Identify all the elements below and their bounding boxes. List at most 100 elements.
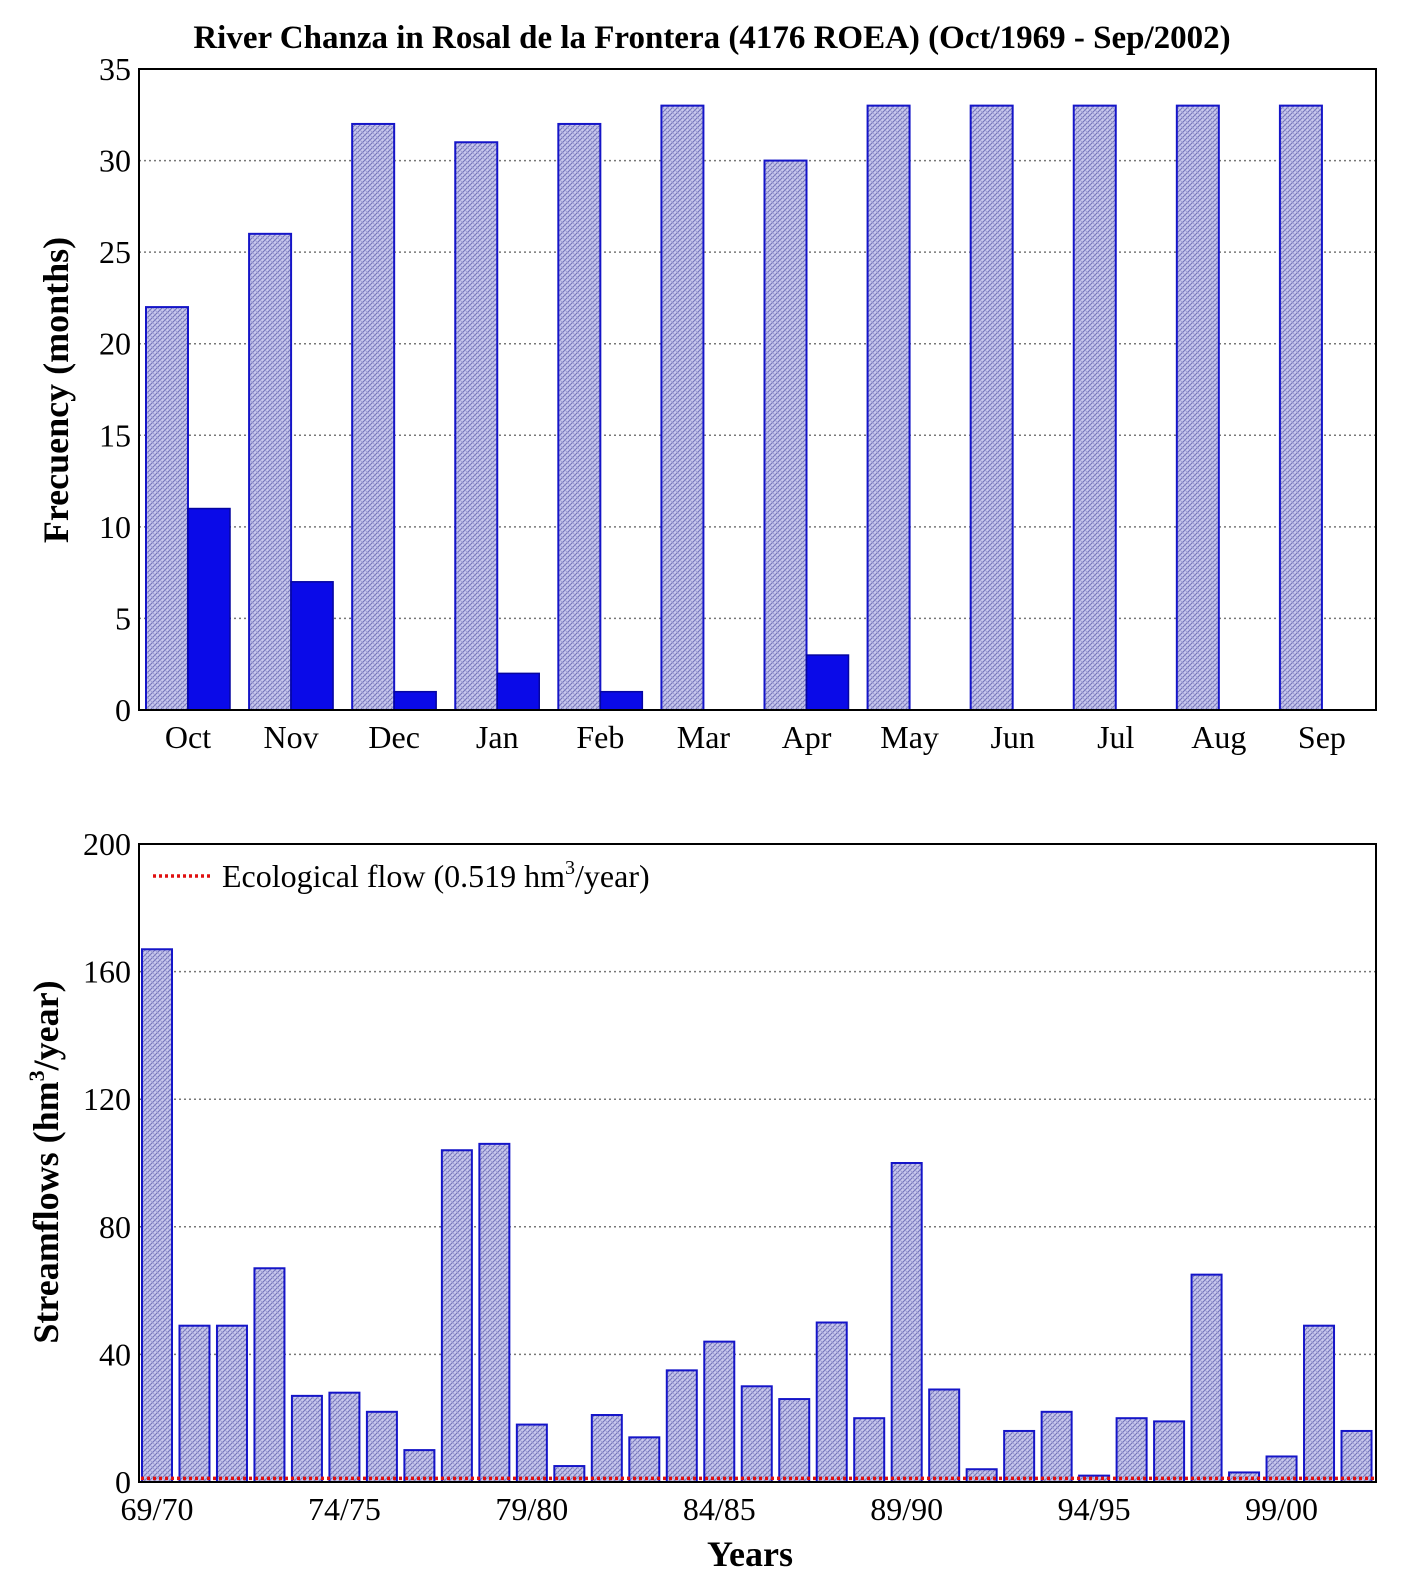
bar-90-91 bbox=[928, 1388, 961, 1483]
bar-71-72 bbox=[215, 1324, 248, 1483]
bottom-x-tick-labels: 69/70 74/75 79/80 84/85 89/90 94/95 99/00 bbox=[121, 1491, 1318, 1527]
top-y-tick: 30 bbox=[99, 143, 131, 179]
bottom-y-tick: 160 bbox=[83, 954, 131, 990]
top-y-tick: 25 bbox=[99, 234, 131, 270]
top-y-tick: 0 bbox=[115, 692, 131, 728]
bar-oct-solid bbox=[187, 507, 231, 711]
bottom-y-tick: 120 bbox=[83, 1081, 131, 1117]
chart-title: River Chanza in Rosal de la Frontera (41… bbox=[193, 20, 1230, 56]
top-x-tick: Dec bbox=[368, 719, 420, 755]
bar-93-94 bbox=[1040, 1410, 1073, 1483]
bar-81-82 bbox=[590, 1414, 623, 1484]
bottom-y-label-tail: /year) bbox=[26, 980, 66, 1071]
bottom-x-tick: 84/85 bbox=[683, 1491, 756, 1527]
bar-82-83 bbox=[628, 1436, 661, 1483]
bar-apr-solid bbox=[805, 654, 850, 711]
top-x-tick: Feb bbox=[576, 719, 624, 755]
bar-74-75 bbox=[328, 1391, 361, 1484]
bar-sep-hatched bbox=[1278, 104, 1323, 711]
top-y-axis-label: Frecuency (months) bbox=[36, 237, 76, 543]
bar-92-93 bbox=[1003, 1429, 1036, 1483]
top-x-tick: Jan bbox=[476, 719, 519, 755]
bar-78-79 bbox=[478, 1142, 511, 1483]
bar-86-87 bbox=[778, 1398, 811, 1484]
bar-00-01 bbox=[1303, 1324, 1336, 1483]
top-y-tick: 20 bbox=[99, 326, 131, 362]
bar-nov-hatched bbox=[248, 232, 293, 711]
bottom-x-tick: 79/80 bbox=[495, 1491, 568, 1527]
bar-dec-hatched bbox=[351, 122, 396, 711]
top-x-tick: Jul bbox=[1097, 719, 1134, 755]
top-x-tick: Apr bbox=[782, 719, 832, 755]
bar-jul-hatched bbox=[1072, 104, 1117, 711]
bar-jun-hatched bbox=[969, 104, 1014, 711]
bar-jan-solid bbox=[496, 672, 540, 711]
top-y-tick: 5 bbox=[115, 600, 131, 636]
bar-83-84 bbox=[665, 1369, 698, 1483]
bottom-y-tick: 0 bbox=[115, 1464, 131, 1500]
bar-87-88 bbox=[815, 1321, 848, 1483]
bar-apr-hatched bbox=[763, 159, 808, 712]
frequency-chart: River Chanza in Rosal de la Frontera (41… bbox=[36, 20, 1377, 755]
bar-89-90 bbox=[890, 1162, 923, 1483]
legend-label-sup: 3 bbox=[565, 857, 575, 879]
bar-01-02 bbox=[1340, 1429, 1373, 1483]
bar-feb-solid bbox=[599, 690, 644, 711]
bar-69-70 bbox=[141, 948, 173, 1483]
bottom-gridlines bbox=[139, 970, 1376, 1356]
top-plot-frame bbox=[138, 68, 1377, 711]
legend: Ecological flow (0.519 hm3/year) bbox=[153, 857, 650, 894]
legend-label-tail: /year) bbox=[575, 858, 650, 894]
bar-may-hatched bbox=[866, 104, 911, 711]
top-y-tick: 15 bbox=[99, 417, 131, 453]
bar-oct-hatched bbox=[145, 306, 189, 711]
bar-72-73 bbox=[253, 1267, 286, 1484]
top-x-tick: Mar bbox=[677, 719, 731, 755]
bottom-x-tick: 99/00 bbox=[1245, 1491, 1318, 1527]
bar-97-98 bbox=[1190, 1273, 1223, 1484]
bar-84-85 bbox=[703, 1340, 736, 1484]
bottom-x-tick: 74/75 bbox=[308, 1491, 381, 1527]
streamflow-chart: 0 40 80 120 160 200 69/70 74/75 79/80 84/85 89/90… bbox=[24, 826, 1377, 1574]
bar-jan-hatched bbox=[454, 141, 499, 711]
bottom-bars bbox=[141, 948, 1373, 1484]
bottom-y-tick: 40 bbox=[99, 1336, 131, 1372]
bottom-x-tick: 94/95 bbox=[1058, 1491, 1131, 1527]
bottom-y-axis-label: Streamflows (hm3/year) bbox=[24, 980, 66, 1343]
bottom-y-tick-labels: 0 40 80 120 160 200 bbox=[83, 826, 131, 1500]
bar-mar-hatched bbox=[660, 104, 705, 711]
bar-95-96 bbox=[1115, 1417, 1148, 1483]
bar-feb-hatched bbox=[557, 122, 602, 711]
bottom-plot-frame bbox=[138, 843, 1377, 1483]
top-x-tick: Jun bbox=[990, 719, 1034, 755]
bottom-x-axis-label: Years bbox=[707, 1534, 793, 1574]
bar-96-97 bbox=[1153, 1420, 1186, 1484]
bar-79-80 bbox=[515, 1423, 548, 1483]
top-bars bbox=[145, 104, 1323, 712]
bar-nov-solid bbox=[290, 581, 334, 711]
bottom-x-tick: 69/70 bbox=[121, 1491, 194, 1527]
top-x-tick: Aug bbox=[1191, 719, 1246, 755]
top-y-tick-labels: 0 5 10 15 20 25 30 35 bbox=[99, 51, 131, 728]
bar-88-89 bbox=[853, 1417, 886, 1483]
bottom-y-tick: 200 bbox=[83, 826, 131, 862]
legend-label: Ecological flow (0.519 hm3/year) bbox=[222, 857, 650, 894]
bottom-y-tick: 80 bbox=[99, 1209, 131, 1245]
top-gridlines bbox=[139, 159, 1376, 620]
bottom-y-label-sup: 3 bbox=[24, 1070, 49, 1081]
top-x-tick: Sep bbox=[1298, 719, 1346, 755]
bar-70-71 bbox=[178, 1324, 211, 1483]
bar-aug-hatched bbox=[1175, 104, 1220, 711]
bar-dec-solid bbox=[393, 690, 437, 711]
bar-73-74 bbox=[290, 1394, 323, 1483]
top-x-tick: May bbox=[880, 719, 939, 755]
bottom-x-tick: 89/90 bbox=[870, 1491, 943, 1527]
bar-77-78 bbox=[440, 1149, 473, 1483]
bottom-y-label-main: Streamflows (hm bbox=[26, 1081, 66, 1343]
legend-label-main: Ecological flow (0.519 hm bbox=[222, 858, 565, 894]
top-x-tick: Nov bbox=[264, 719, 319, 755]
top-y-tick: 35 bbox=[99, 51, 131, 87]
bar-75-76 bbox=[365, 1410, 398, 1483]
top-y-tick: 10 bbox=[99, 509, 131, 545]
